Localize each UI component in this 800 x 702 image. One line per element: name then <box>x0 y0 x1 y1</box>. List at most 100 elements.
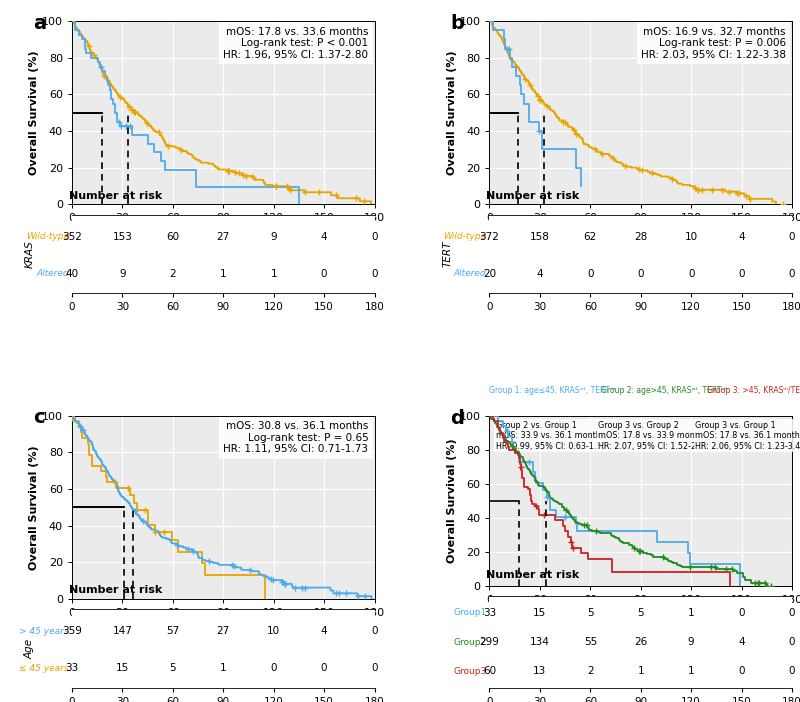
X-axis label: Time  (Months): Time (Months) <box>170 623 277 637</box>
Text: Group 2 vs. Group 1
mOS: 33.9 vs. 36.1 months
HR: 0.99, 95% CI: 0.63-1.56: Group 2 vs. Group 1 mOS: 33.9 vs. 36.1 m… <box>495 421 606 451</box>
Text: 1: 1 <box>270 269 277 279</box>
Text: > 45 years: > 45 years <box>19 627 69 636</box>
Text: KRAS: KRAS <box>25 240 34 268</box>
Text: 13: 13 <box>534 666 546 677</box>
Text: 62: 62 <box>584 232 597 241</box>
Text: Group3: Group3 <box>454 667 486 676</box>
Text: Wild-type: Wild-type <box>26 232 69 241</box>
Text: 4: 4 <box>321 232 327 241</box>
Text: Age: Age <box>25 639 34 658</box>
X-axis label: Time  (Months): Time (Months) <box>587 611 694 623</box>
Y-axis label: Overall Survival (%): Overall Survival (%) <box>446 439 457 563</box>
Text: TERT: TERT <box>442 241 452 267</box>
Text: 9: 9 <box>688 637 694 647</box>
Text: 55: 55 <box>584 637 597 647</box>
Text: Group 1: age≤45, KRASʷᵗ, TERTʷᵗ: Group 1: age≤45, KRASʷᵗ, TERTʷᵗ <box>490 386 616 395</box>
Text: 5: 5 <box>170 663 176 673</box>
Text: 0: 0 <box>789 232 795 241</box>
Text: 134: 134 <box>530 637 550 647</box>
Text: 4: 4 <box>738 637 745 647</box>
Text: 1: 1 <box>220 269 226 279</box>
Y-axis label: Overall Survival (%): Overall Survival (%) <box>446 51 457 175</box>
Text: 299: 299 <box>479 637 499 647</box>
Text: a: a <box>33 14 46 33</box>
Text: Number at risk: Number at risk <box>486 191 580 201</box>
Text: b: b <box>450 14 464 33</box>
Text: 27: 27 <box>217 232 230 241</box>
Text: mOS: 16.9 vs. 32.7 months
Log-rank test: P = 0.006
HR: 2.03, 95% CI: 1.22-3.38: mOS: 16.9 vs. 32.7 months Log-rank test:… <box>641 27 786 60</box>
Text: 1: 1 <box>688 608 694 618</box>
Text: 5: 5 <box>587 608 594 618</box>
Text: 57: 57 <box>166 626 179 637</box>
Text: 2: 2 <box>170 269 176 279</box>
Text: 40: 40 <box>66 269 78 279</box>
Text: 4: 4 <box>321 626 327 637</box>
Text: Altered: Altered <box>36 269 69 278</box>
Text: d: d <box>450 409 464 428</box>
Text: Group 3 vs. Group 1
mOS: 17.8 vs. 36.1 months
HR: 2.06, 95% CI: 1.23-3.45: Group 3 vs. Group 1 mOS: 17.8 vs. 36.1 m… <box>695 421 800 451</box>
Text: 0: 0 <box>371 232 378 241</box>
Text: 1: 1 <box>220 663 226 673</box>
Text: 33: 33 <box>483 608 496 618</box>
Text: Group2: Group2 <box>454 637 486 647</box>
Text: 2: 2 <box>587 666 594 677</box>
Text: 10: 10 <box>685 232 698 241</box>
Text: 26: 26 <box>634 637 647 647</box>
Text: 372: 372 <box>479 232 499 241</box>
Text: 28: 28 <box>634 232 647 241</box>
Text: 9: 9 <box>270 232 277 241</box>
Y-axis label: Overall Survival (%): Overall Survival (%) <box>29 51 39 175</box>
Text: 359: 359 <box>62 626 82 637</box>
Text: Number at risk: Number at risk <box>69 585 162 595</box>
Text: 5: 5 <box>638 608 644 618</box>
Text: 20: 20 <box>483 269 496 279</box>
X-axis label: Time  (Months): Time (Months) <box>587 229 694 242</box>
Text: Group1: Group1 <box>454 609 486 617</box>
Text: ≤ 45 years: ≤ 45 years <box>19 664 69 673</box>
Text: 352: 352 <box>62 232 82 241</box>
Text: 0: 0 <box>738 666 745 677</box>
Text: 0: 0 <box>789 269 795 279</box>
Text: 33: 33 <box>66 663 78 673</box>
Text: Number at risk: Number at risk <box>486 570 580 580</box>
Text: 1: 1 <box>688 666 694 677</box>
Text: 0: 0 <box>371 663 378 673</box>
Text: 0: 0 <box>789 666 795 677</box>
Text: 0: 0 <box>638 269 644 279</box>
Text: 147: 147 <box>113 626 132 637</box>
Text: 0: 0 <box>321 269 327 279</box>
Text: 0: 0 <box>371 626 378 637</box>
Text: c: c <box>33 409 44 428</box>
Text: 4: 4 <box>537 269 543 279</box>
Text: Group 2: age>45, KRASʷᵗ, TERTʷᵗ: Group 2: age>45, KRASʷᵗ, TERTʷᵗ <box>602 386 728 395</box>
Text: Group 3 vs. Group 2
mOS: 17.8 vs. 33.9 months
HR: 2.07, 95% CI: 1.52-2.83: Group 3 vs. Group 2 mOS: 17.8 vs. 33.9 m… <box>598 421 709 451</box>
Text: 153: 153 <box>113 232 132 241</box>
Text: 60: 60 <box>166 232 179 241</box>
Text: 27: 27 <box>217 626 230 637</box>
Text: 0: 0 <box>688 269 694 279</box>
Text: 0: 0 <box>738 608 745 618</box>
Text: 0: 0 <box>321 663 327 673</box>
Text: Altered: Altered <box>454 269 486 278</box>
X-axis label: Time  (Months): Time (Months) <box>170 229 277 242</box>
Text: mOS: 30.8 vs. 36.1 months
Log-rank test: P = 0.65
HR: 1.11, 95% CI: 0.71-1.73: mOS: 30.8 vs. 36.1 months Log-rank test:… <box>223 421 369 454</box>
Text: 0: 0 <box>789 608 795 618</box>
Text: 0: 0 <box>587 269 594 279</box>
Text: 10: 10 <box>267 626 280 637</box>
Y-axis label: Overall Survival (%): Overall Survival (%) <box>29 445 39 570</box>
Text: Group 3: >45, KRASᵐ/TERTᵐ: Group 3: >45, KRASᵐ/TERTᵐ <box>707 386 800 395</box>
Text: Number at risk: Number at risk <box>69 191 162 201</box>
Text: Wild-type: Wild-type <box>443 232 486 241</box>
Text: 60: 60 <box>483 666 496 677</box>
Text: 1: 1 <box>638 666 644 677</box>
Text: 15: 15 <box>116 663 129 673</box>
Text: 0: 0 <box>789 637 795 647</box>
Text: 15: 15 <box>534 608 546 618</box>
Text: 0: 0 <box>738 269 745 279</box>
Text: mOS: 17.8 vs. 33.6 months
Log-rank test: P < 0.001
HR: 1.96, 95% CI: 1.37-2.80: mOS: 17.8 vs. 33.6 months Log-rank test:… <box>223 27 369 60</box>
Text: 0: 0 <box>270 663 277 673</box>
Text: 9: 9 <box>119 269 126 279</box>
Text: 158: 158 <box>530 232 550 241</box>
Text: 4: 4 <box>738 232 745 241</box>
Text: 0: 0 <box>371 269 378 279</box>
